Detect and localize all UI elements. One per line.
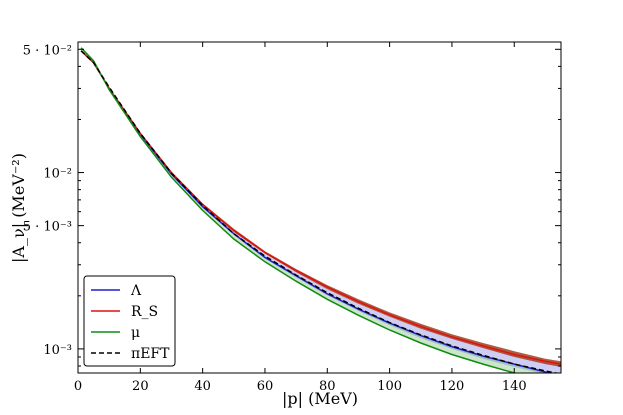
y-tick-label: 10⁻³ [43,343,72,358]
x-tick-label: 120 [440,379,465,394]
x-axis: 0 20 40 60 80 100 120 140 [74,42,527,394]
legend-label-3: μ [131,325,140,341]
y-tick-label: 10⁻² [43,167,72,182]
x-axis-label: |p| (MeV) [282,389,358,408]
x-tick-label: 80 [319,379,336,394]
y-axis: 5 · 10⁻² 10⁻² 5 · 10⁻³ 10⁻³ [23,43,561,367]
series-line-3 [80,47,518,373]
x-tick-label: 100 [377,379,402,394]
legend-label-1: Λ [130,283,142,299]
y-tick-label: 5 · 10⁻³ [23,220,72,235]
x-tick-label: 0 [74,379,82,394]
legend-label-4: πEFT [131,346,170,362]
y-axis-label: |A_ν| (MeV⁻²) [9,153,28,263]
legend: Λ R_S μ πEFT [83,275,176,367]
x-tick-label: 60 [257,379,274,394]
series-lines [80,47,561,373]
y-tick-label: 5 · 10⁻² [23,43,72,58]
x-tick-label: 140 [502,379,527,394]
legend-frame [83,275,176,367]
x-tick-label: 20 [132,379,149,394]
series-line-4 [80,50,560,373]
legend-label-2: R_S [131,304,158,320]
x-tick-label: 40 [194,379,211,394]
plot-frame [77,41,562,374]
